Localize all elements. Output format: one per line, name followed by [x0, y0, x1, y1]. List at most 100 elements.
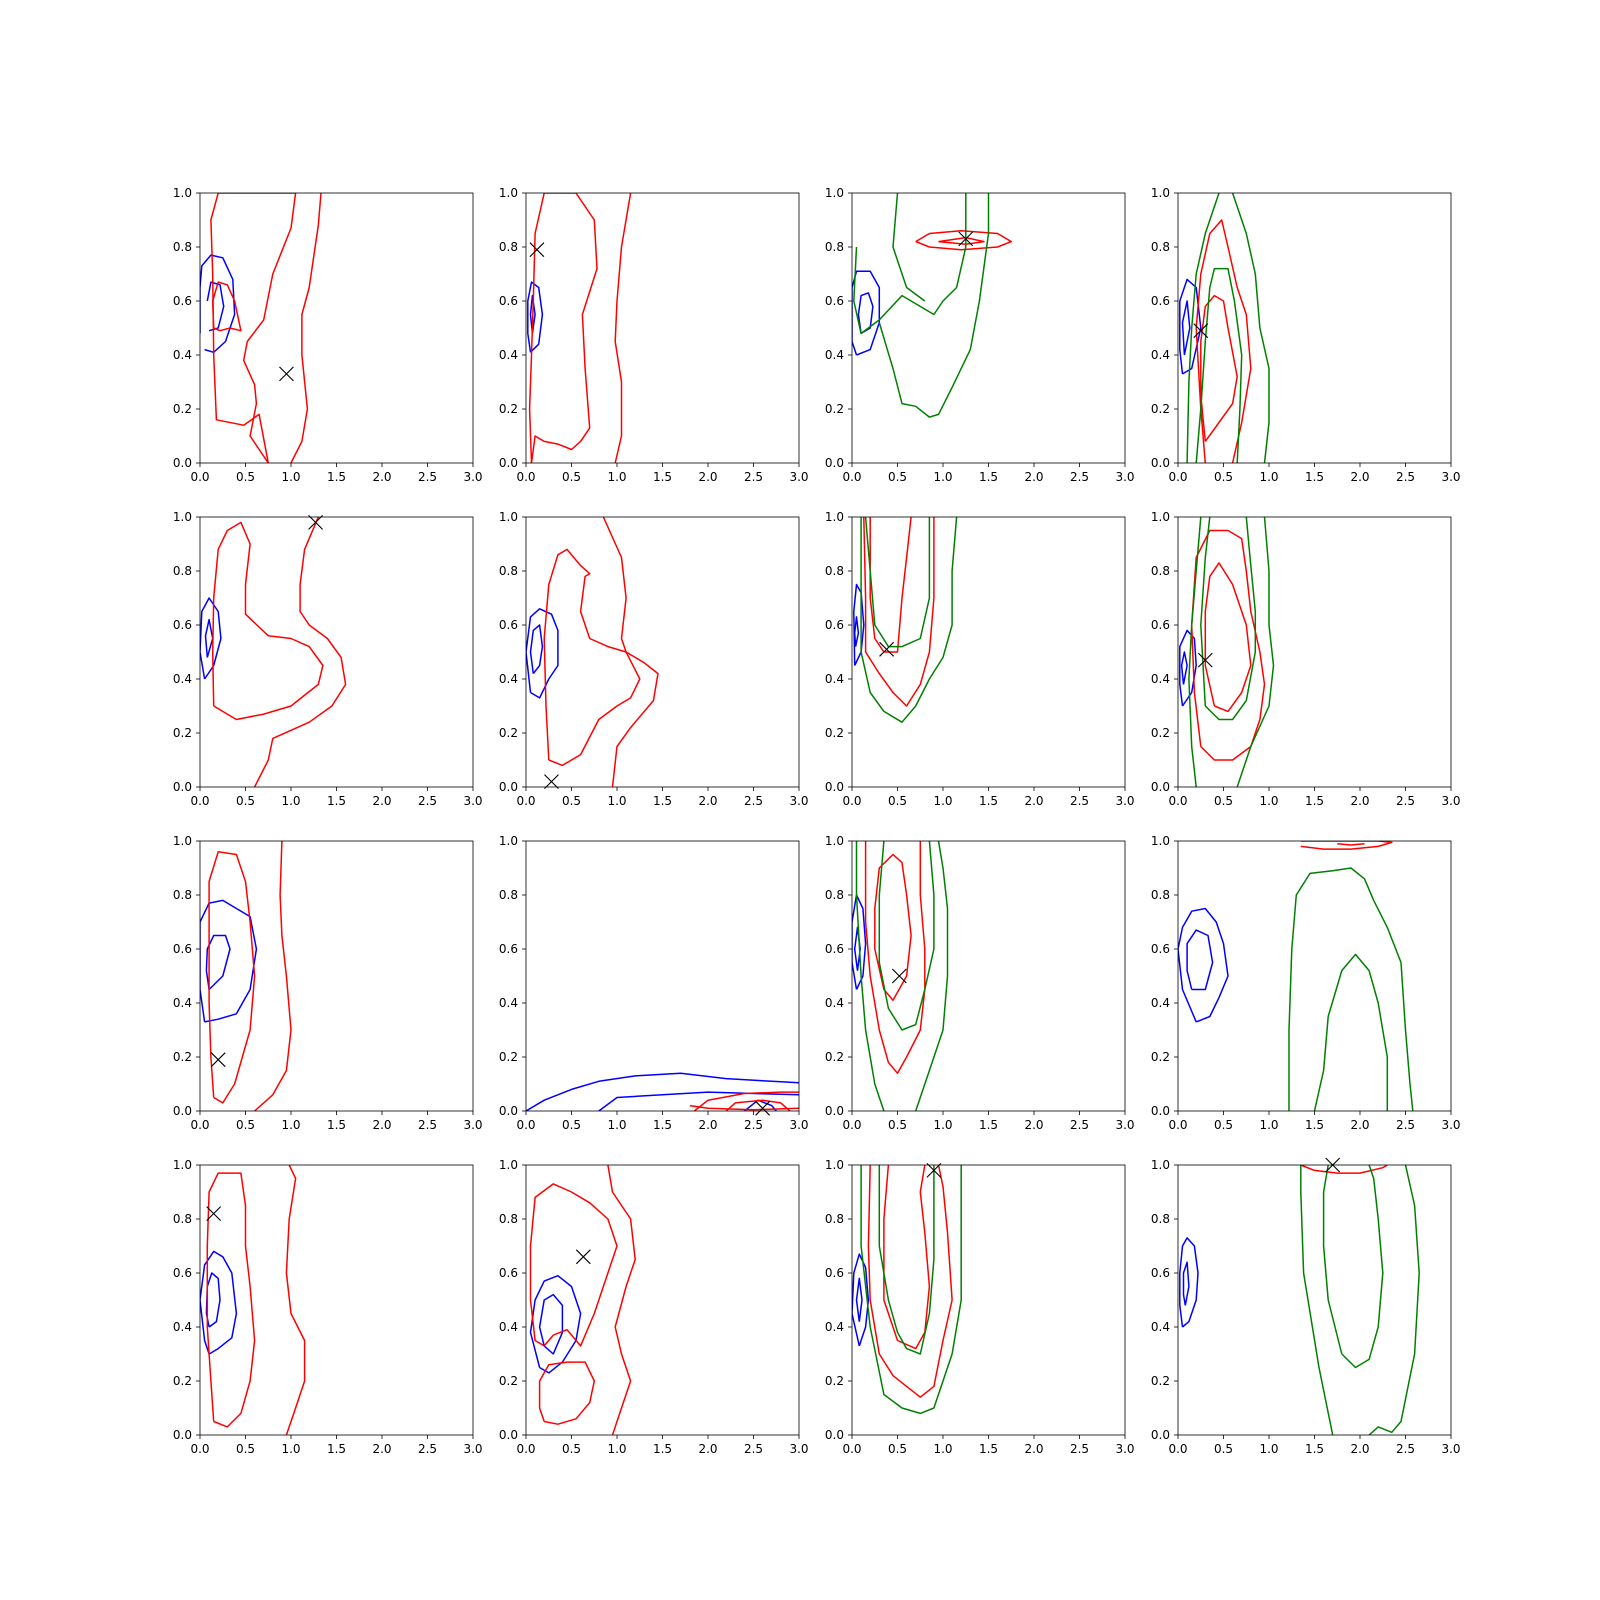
- contour-group: [200, 1165, 306, 1435]
- green-contour-line: [1368, 1165, 1420, 1435]
- green-contour-line: [855, 841, 885, 1111]
- x-tick-label: 0.5: [1214, 1118, 1233, 1132]
- x-tick-label: 2.0: [1350, 470, 1369, 484]
- y-tick-label: 0.8: [499, 888, 518, 902]
- y-tick-label: 0.8: [825, 564, 844, 578]
- y-tick-label: 0.6: [825, 618, 844, 632]
- x-tick-label: 3.0: [789, 1442, 808, 1456]
- x-tick-label: 2.0: [1024, 1442, 1043, 1456]
- x-marker: [891, 968, 907, 984]
- x-tick-label: 0.5: [1214, 470, 1233, 484]
- panel-4-3: 0.0 0.5 1.0 1.5 2.0 2.5 3.0 0.0 0.2 0.4 0.6 0.8 1.0: [825, 1158, 1135, 1456]
- x-tick-label: 2.0: [1024, 794, 1043, 808]
- green-contour-line: [1204, 517, 1257, 721]
- green-contour-line: [914, 841, 949, 1111]
- x-tick-label: 1.0: [933, 794, 952, 808]
- contour-group: [529, 1165, 636, 1435]
- x-tick-label: 2.5: [418, 1442, 437, 1456]
- axes-frame: [1177, 1164, 1452, 1436]
- red-contour-line: [211, 521, 324, 721]
- blue-contour-line: [526, 608, 559, 699]
- x-tick-label: 3.0: [1441, 1442, 1460, 1456]
- x-tick-label: 1.5: [1305, 470, 1324, 484]
- x-tick-label: 1.5: [979, 794, 998, 808]
- blue-contour-line: [1179, 1237, 1199, 1328]
- blue-contour-line: [526, 1072, 799, 1111]
- blue-contour-line: [529, 1274, 582, 1374]
- panel-4-2: 0.0 0.5 1.0 1.5 2.0 2.5 3.0 0.0 0.2 0.4 0.6 0.8 1.0: [499, 1158, 809, 1456]
- blue-contour-line: [529, 294, 536, 334]
- panel-3-3: 0.0 0.5 1.0 1.5 2.0 2.5 3.0 0.0 0.2 0.4 0.6 0.8 1.0: [825, 834, 1135, 1132]
- x-tick-label: 2.5: [744, 794, 763, 808]
- x-tick-label: 0.0: [190, 470, 209, 484]
- contour-group: [200, 193, 322, 463]
- red-contour-line: [543, 548, 641, 767]
- blue-contour-line: [200, 1250, 238, 1355]
- x-tick-label: 2.5: [1070, 1442, 1089, 1456]
- red-contour-line: [1300, 841, 1393, 850]
- y-tick-label: 0.0: [499, 780, 518, 794]
- red-contour-line: [938, 236, 985, 246]
- y-tick-label: 1.0: [825, 186, 844, 200]
- panel-2-1: 0.0 0.5 1.0 1.5 2.0 2.5 3.0 0.0 0.2 0.4 0.6 0.8 1.0: [173, 510, 483, 808]
- blue-contour-line: [206, 281, 225, 332]
- green-contour-line: [878, 193, 990, 418]
- x-marker: [544, 774, 559, 789]
- y-tick-label: 0.4: [825, 996, 844, 1010]
- x-tick-label: 0.0: [190, 1442, 209, 1456]
- red-contour-line: [602, 517, 659, 787]
- x-marker: [879, 641, 894, 657]
- red-contour-line: [206, 1172, 256, 1428]
- y-tick-label: 0.8: [1151, 888, 1170, 902]
- x-marker: [308, 515, 323, 530]
- y-tick-label: 0.2: [173, 402, 192, 416]
- green-contour-line: [1231, 193, 1270, 463]
- x-tick-label: 2.0: [1350, 1118, 1369, 1132]
- contour-group: [527, 193, 632, 463]
- x-tick-label: 3.0: [463, 470, 482, 484]
- x-tick-label: 0.0: [1168, 470, 1187, 484]
- blue-contour-line: [852, 894, 867, 990]
- axes-frame: [851, 1164, 1126, 1436]
- x-tick-label: 0.5: [888, 1118, 907, 1132]
- x-tick-label: 1.0: [1259, 470, 1278, 484]
- axes-frame: [1177, 516, 1452, 788]
- y-tick-label: 0.4: [173, 1320, 192, 1334]
- x-tick-label: 2.0: [372, 794, 391, 808]
- red-contour-line: [864, 841, 926, 1074]
- y-tick-label: 0.8: [499, 564, 518, 578]
- green-contour-line: [878, 1165, 935, 1355]
- x-tick-label: 2.5: [744, 1442, 763, 1456]
- x-tick-label: 2.5: [744, 470, 763, 484]
- x-marker: [210, 1052, 226, 1068]
- x-tick-label: 0.0: [842, 794, 861, 808]
- y-tick-label: 1.0: [173, 1158, 192, 1172]
- x-tick-label: 1.0: [607, 470, 626, 484]
- y-tick-label: 1.0: [499, 510, 518, 524]
- y-tick-label: 1.0: [499, 1158, 518, 1172]
- red-contour-line: [538, 1361, 596, 1425]
- x-tick-label: 0.5: [1214, 794, 1233, 808]
- x-tick-label: 1.5: [653, 794, 672, 808]
- x-tick-label: 1.0: [281, 470, 300, 484]
- red-contour-line: [883, 1165, 931, 1350]
- y-tick-label: 0.0: [825, 780, 844, 794]
- y-tick-label: 0.4: [825, 1320, 844, 1334]
- y-tick-label: 0.2: [173, 1050, 192, 1064]
- x-tick-label: 1.0: [281, 1442, 300, 1456]
- red-contour-line: [528, 193, 598, 463]
- x-tick-label: 1.0: [1259, 1442, 1278, 1456]
- y-tick-label: 0.6: [173, 1266, 192, 1280]
- contour-group: [200, 841, 292, 1111]
- blue-contour-line: [205, 934, 231, 991]
- green-contour-line: [864, 517, 931, 648]
- x-tick-label: 2.0: [372, 470, 391, 484]
- red-contour-line: [1204, 562, 1252, 713]
- red-contour-line: [208, 851, 256, 1104]
- y-tick-label: 1.0: [173, 834, 192, 848]
- x-tick-label: 0.5: [236, 470, 255, 484]
- y-tick-label: 0.4: [1151, 1320, 1170, 1334]
- x-tick-label: 2.0: [698, 794, 717, 808]
- x-tick-label: 2.5: [418, 470, 437, 484]
- green-contour-line: [1322, 1165, 1343, 1355]
